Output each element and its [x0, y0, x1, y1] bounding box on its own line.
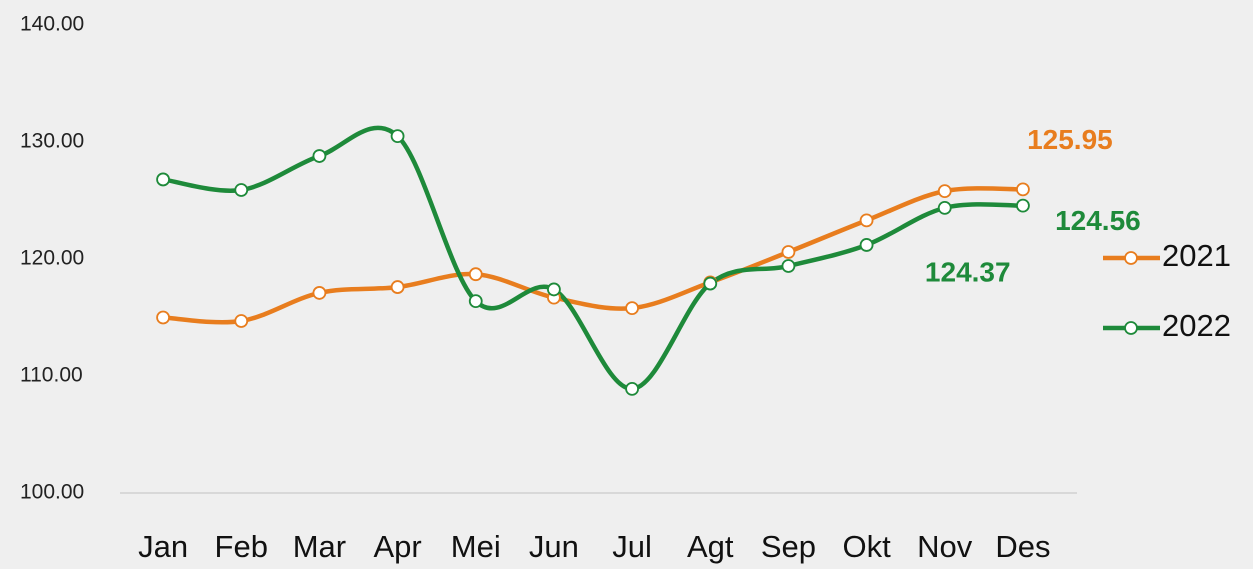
- point-marker: [859, 238, 874, 252]
- x-tick-label: Jul: [612, 529, 652, 564]
- point-marker: [312, 286, 327, 300]
- x-tick-label: Jan: [138, 529, 188, 564]
- x-tick-label: Jun: [529, 529, 579, 564]
- x-tick-label: Nov: [917, 529, 973, 564]
- data-label: 124.37: [925, 256, 1011, 287]
- x-tick-label: Apr: [373, 529, 421, 564]
- point-marker: [781, 259, 796, 273]
- x-tick-label: Des: [995, 529, 1050, 564]
- point-marker: [937, 184, 952, 199]
- x-tick-label: Mar: [293, 529, 346, 564]
- point-marker: [312, 149, 327, 163]
- point-marker: [859, 213, 874, 228]
- x-tick-label: Okt: [842, 529, 891, 564]
- legend-marker: [1124, 251, 1138, 265]
- legend-label: 2021: [1162, 238, 1231, 273]
- data-label: 124.56: [1055, 205, 1141, 236]
- point-marker: [937, 200, 952, 215]
- x-tick-label: Feb: [215, 529, 268, 564]
- x-tick-label: Sep: [761, 529, 816, 564]
- legend-marker: [1124, 321, 1138, 335]
- point-marker: [1016, 182, 1030, 197]
- point-marker: [547, 282, 561, 297]
- point-marker: [625, 301, 639, 316]
- point-marker: [390, 129, 405, 144]
- point-marker: [156, 172, 170, 187]
- point-marker: [234, 183, 249, 197]
- point-marker: [781, 245, 796, 259]
- y-tick-label: 100.00: [20, 481, 84, 504]
- y-tick-label: 110.00: [20, 364, 83, 387]
- y-tick-label: 140.00: [20, 13, 84, 36]
- data-label: 125.95: [1027, 124, 1113, 155]
- point-marker: [1016, 198, 1030, 213]
- point-marker: [703, 276, 718, 291]
- x-tick-label: Mei: [451, 529, 501, 564]
- point-marker: [468, 294, 483, 309]
- point-marker: [234, 314, 249, 328]
- x-tick-label: Agt: [687, 529, 734, 564]
- legend-label: 2022: [1162, 308, 1231, 343]
- y-tick-label: 120.00: [20, 247, 84, 270]
- point-marker: [156, 310, 170, 325]
- point-marker: [468, 267, 483, 282]
- y-tick-label: 130.00: [20, 130, 84, 153]
- point-marker: [625, 381, 639, 396]
- point-marker: [390, 280, 405, 294]
